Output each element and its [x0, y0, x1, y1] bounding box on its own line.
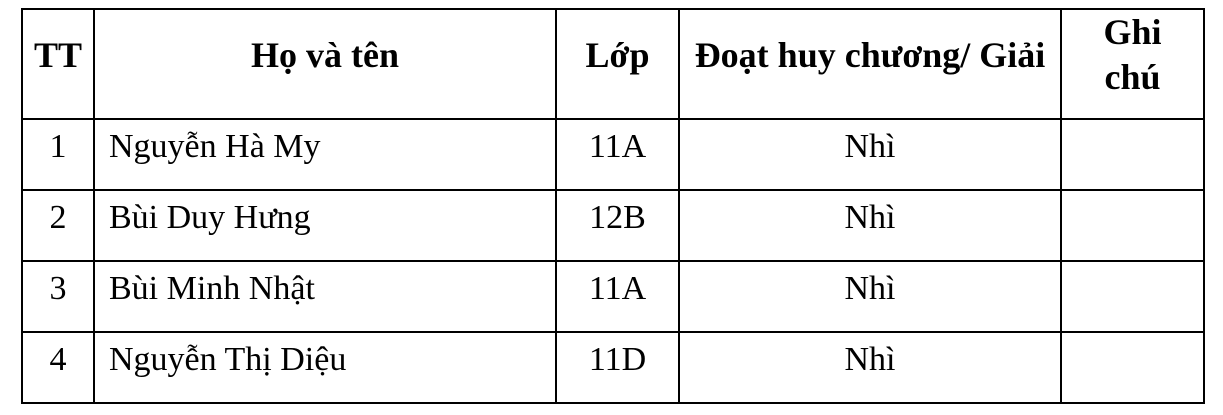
- cell-note: [1060, 118, 1205, 191]
- cell-tt: 3: [21, 260, 95, 333]
- cell-name: Bùi Minh Nhật: [93, 260, 557, 333]
- cell-award: Nhì: [678, 189, 1062, 262]
- header-tt: TT: [21, 8, 95, 120]
- table-row: 2 Bùi Duy Hưng 12B Nhì: [21, 189, 1205, 262]
- header-note: Ghi chú: [1060, 8, 1205, 120]
- table-body: 1 Nguyễn Hà My 11A Nhì 2 Bùi Duy Hưng 12…: [21, 118, 1205, 404]
- cell-note: [1060, 189, 1205, 262]
- cell-name: Nguyễn Thị Diệu: [93, 331, 557, 404]
- cell-note: [1060, 331, 1205, 404]
- cell-name: Bùi Duy Hưng: [93, 189, 557, 262]
- cell-tt: 1: [21, 118, 95, 191]
- award-results-table: TT Họ và tên Lớp Đoạt huy chương/ Giải G…: [21, 8, 1205, 404]
- header-name: Họ và tên: [93, 8, 557, 120]
- cell-name: Nguyễn Hà My: [93, 118, 557, 191]
- cell-award: Nhì: [678, 118, 1062, 191]
- cell-award: Nhì: [678, 260, 1062, 333]
- cell-tt: 2: [21, 189, 95, 262]
- cell-award: Nhì: [678, 331, 1062, 404]
- cell-class: 11A: [555, 118, 680, 191]
- cell-class: 11D: [555, 331, 680, 404]
- header-award: Đoạt huy chương/ Giải: [678, 8, 1062, 120]
- header-row: TT Họ và tên Lớp Đoạt huy chương/ Giải G…: [21, 8, 1205, 120]
- table-row: 1 Nguyễn Hà My 11A Nhì: [21, 118, 1205, 191]
- cell-note: [1060, 260, 1205, 333]
- cell-class: 11A: [555, 260, 680, 333]
- cell-class: 12B: [555, 189, 680, 262]
- cell-tt: 4: [21, 331, 95, 404]
- table-header: TT Họ và tên Lớp Đoạt huy chương/ Giải G…: [21, 8, 1205, 120]
- table-row: 4 Nguyễn Thị Diệu 11D Nhì: [21, 331, 1205, 404]
- header-class: Lớp: [555, 8, 680, 120]
- table-row: 3 Bùi Minh Nhật 11A Nhì: [21, 260, 1205, 333]
